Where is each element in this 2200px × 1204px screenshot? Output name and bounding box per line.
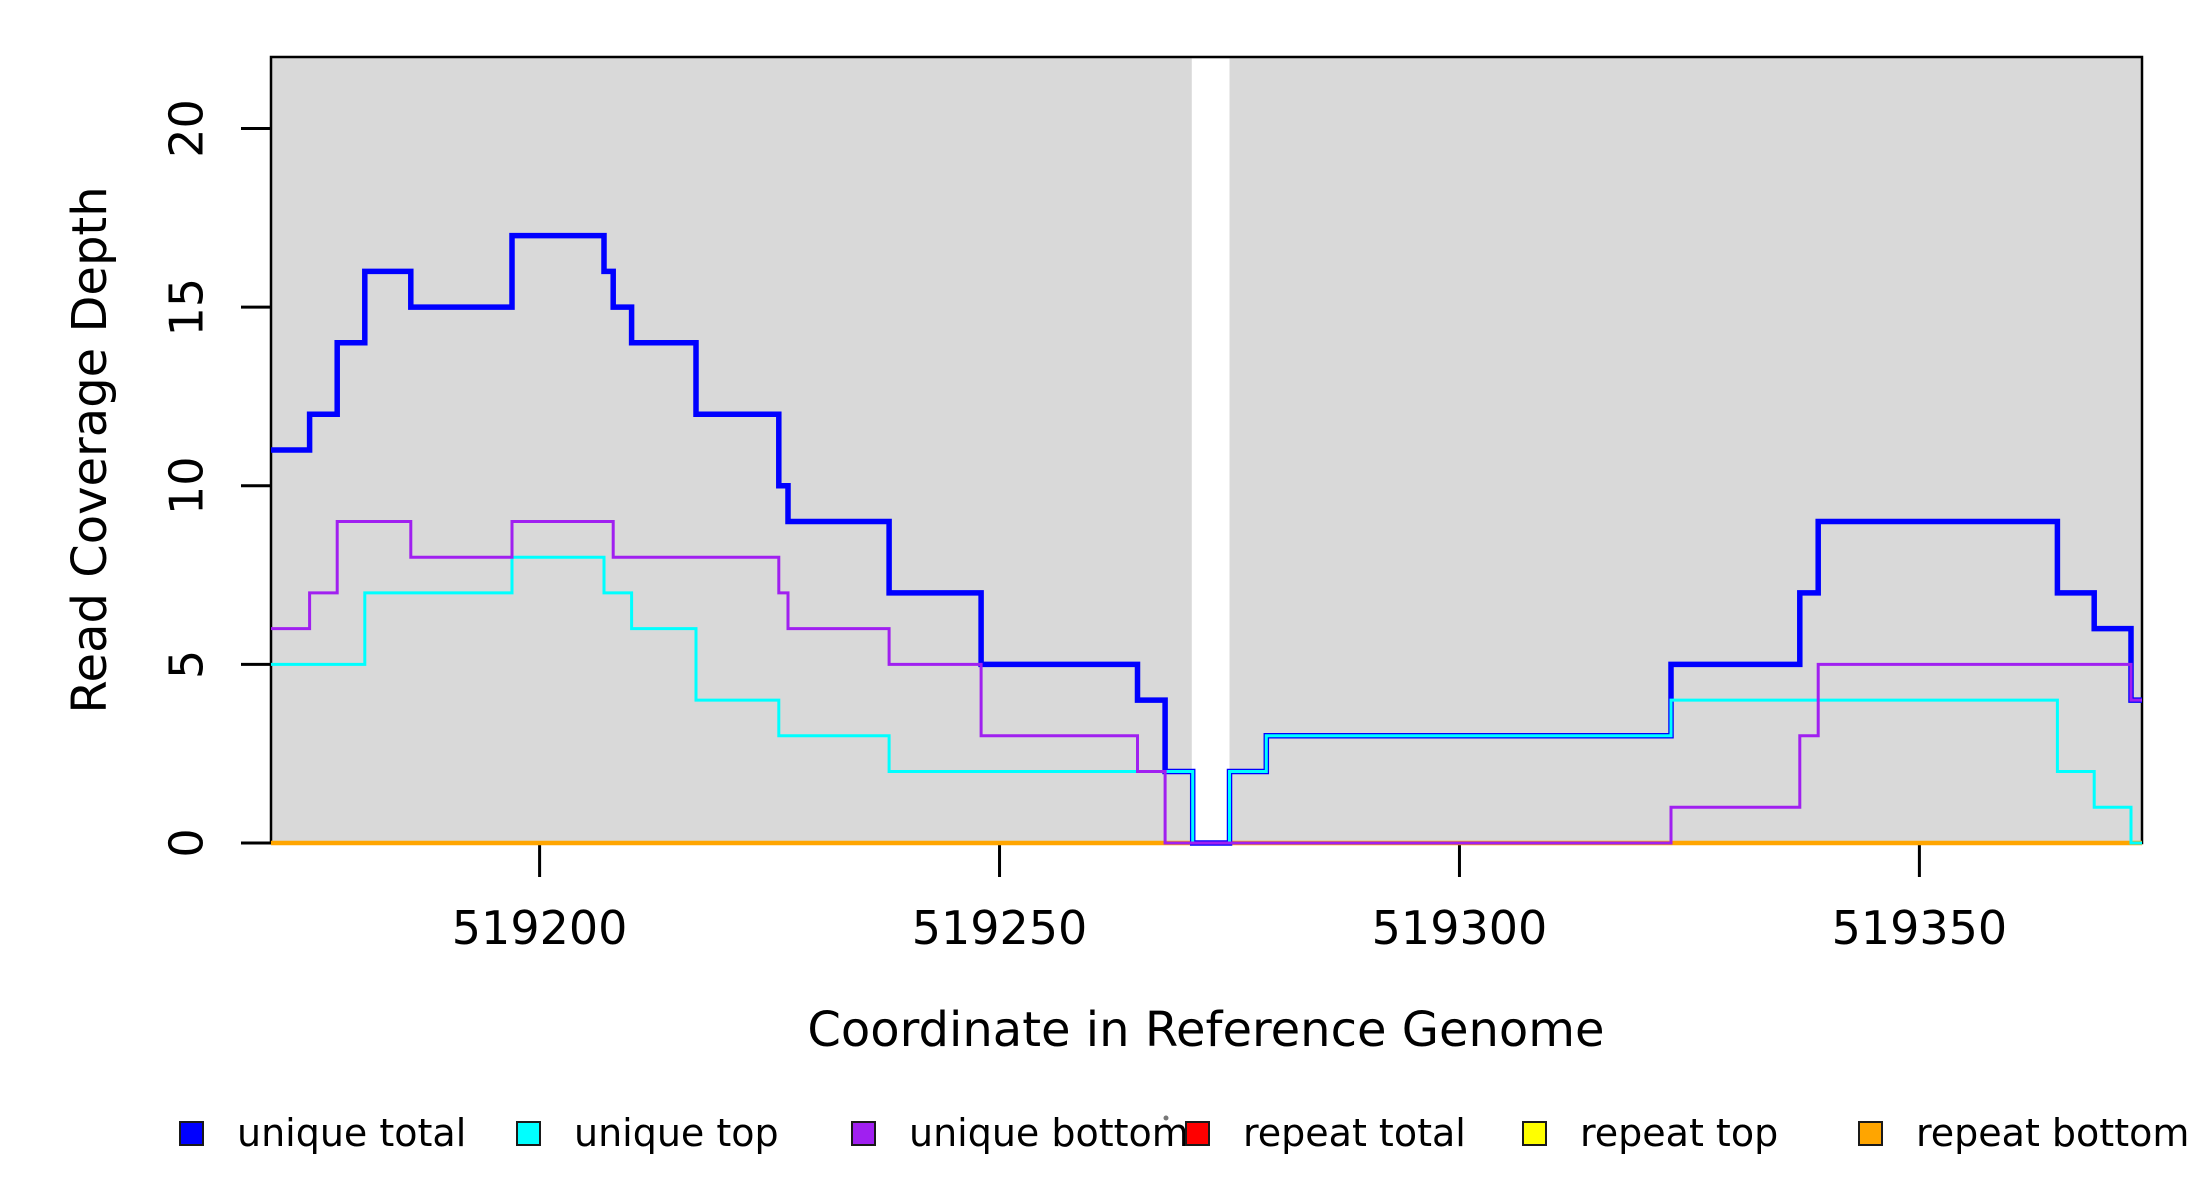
- x-tick-label: 519350: [1832, 901, 2008, 955]
- legend-swatch: [1522, 1121, 1547, 1146]
- chart-line-unique-total: [271, 232, 2142, 846]
- legend-swatch: [1858, 1121, 1883, 1146]
- legend-label: repeat total: [1243, 1111, 1466, 1155]
- y-tick-label: 15: [160, 278, 214, 337]
- y-tick-label: 0: [160, 828, 214, 857]
- x-tick-label: 519200: [452, 901, 628, 955]
- legend-item: unique bottom: [851, 1111, 1189, 1155]
- coverage-gap-band: [1191, 58, 1230, 842]
- legend-item: repeat bottom: [1858, 1111, 2189, 1155]
- y-tick-label: 20: [160, 99, 214, 158]
- legend-label: unique bottom: [909, 1111, 1189, 1155]
- legend-item: unique total: [179, 1111, 466, 1155]
- legend-item: unique top: [516, 1111, 779, 1155]
- chart-line-unique-bottom: [271, 520, 2142, 845]
- x-tick-label: 519300: [1372, 901, 1548, 955]
- y-tick-label: 10: [160, 456, 214, 515]
- legend-label: unique total: [237, 1111, 466, 1155]
- legend-swatch: [1185, 1121, 1210, 1146]
- legend-swatch: [851, 1121, 876, 1146]
- y-tick-label: 5: [160, 650, 214, 679]
- legend-item: repeat total: [1185, 1111, 1466, 1155]
- legend-swatch: [179, 1121, 204, 1146]
- x-axis-title: Coordinate in Reference Genome: [807, 1002, 1604, 1058]
- legend-label: repeat bottom: [1916, 1111, 2189, 1155]
- legend-label: unique top: [574, 1111, 779, 1155]
- plot-panel: [269, 55, 2144, 845]
- legend-swatch: [516, 1121, 541, 1146]
- chart-line-unique-top: [271, 555, 2142, 845]
- legend-label: repeat top: [1580, 1111, 1778, 1155]
- x-tick-label: 519250: [912, 901, 1088, 955]
- y-axis-title: Read Coverage Depth: [62, 186, 118, 713]
- axis-ticks: 0 5 10 15 20 519200 519250 519300 519350: [160, 99, 2008, 955]
- legend-item: repeat top: [1522, 1111, 1778, 1155]
- chart-legend: unique total unique top unique bottom repea…: [179, 1111, 2189, 1155]
- series-lines: [271, 232, 2142, 846]
- stray-dot: [1163, 1115, 1169, 1121]
